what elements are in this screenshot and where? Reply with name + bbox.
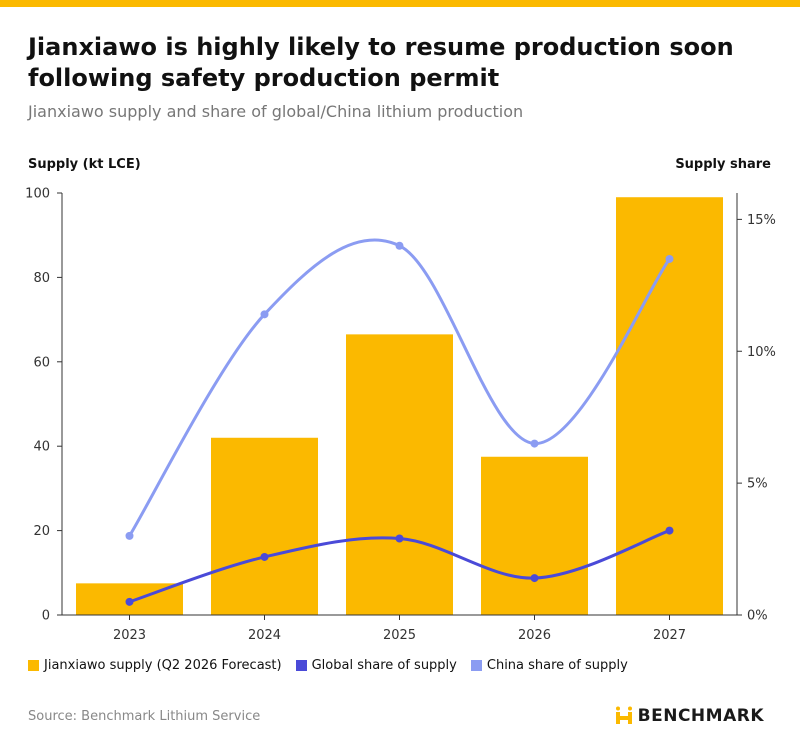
benchmark-logo-icon bbox=[615, 706, 632, 724]
brand-name: BENCHMARK bbox=[637, 706, 764, 726]
left-tick-label: 80 bbox=[33, 271, 50, 286]
x-tick-label-2024: 2024 bbox=[248, 628, 281, 643]
global-share-point-2024 bbox=[260, 552, 269, 561]
chart-title: Jianxiawo is highly likely to resume pro… bbox=[28, 33, 734, 92]
legend-label-china: China share of supply bbox=[486, 658, 628, 673]
legend-label-supply: Jianxiawo supply (Q2 2026 Forecast) bbox=[44, 658, 282, 673]
right-tick-label: 10% bbox=[747, 345, 776, 360]
bar-2024 bbox=[211, 437, 318, 615]
source-note: Source: Benchmark Lithium Service bbox=[28, 709, 261, 724]
chart-subtitle: Jianxiawo supply and share of global/Chi… bbox=[28, 102, 524, 121]
china-share-point-2024 bbox=[260, 310, 269, 319]
right-axis-title: Supply share bbox=[675, 157, 771, 172]
x-tick-label-2026: 2026 bbox=[518, 628, 551, 643]
left-tick-label: 20 bbox=[33, 524, 50, 539]
legend-swatch-china bbox=[470, 660, 482, 671]
china-share-point-2025 bbox=[395, 241, 404, 250]
legend: Jianxiawo supply (Q2 2026 Forecast) Glob… bbox=[28, 658, 642, 673]
global-share-point-2025 bbox=[395, 534, 404, 543]
legend-item-supply: Jianxiawo supply (Q2 2026 Forecast) bbox=[28, 658, 282, 673]
x-tick-label-2027: 2027 bbox=[653, 628, 686, 643]
legend-item-china: China share of supply bbox=[470, 658, 628, 673]
right-tick-label: 15% bbox=[747, 213, 776, 228]
x-tick-label-2023: 2023 bbox=[113, 628, 146, 643]
left-tick-label: 60 bbox=[33, 355, 50, 370]
benchmark-logo: BENCHMARK bbox=[614, 706, 764, 726]
legend-swatch-global bbox=[295, 660, 307, 671]
china-share-point-2026 bbox=[530, 439, 539, 448]
legend-item-global: Global share of supply bbox=[295, 658, 457, 673]
legend-swatch-supply bbox=[28, 660, 39, 671]
global-share-point-2023 bbox=[125, 597, 134, 606]
global-share-point-2026 bbox=[530, 574, 539, 583]
china-share-point-2027 bbox=[665, 254, 674, 263]
left-tick-label: 100 bbox=[25, 187, 50, 202]
global-share-point-2027 bbox=[665, 526, 674, 535]
left-axis-title: Supply (kt LCE) bbox=[28, 157, 141, 172]
left-tick-label: 40 bbox=[33, 440, 50, 455]
top-accent-bar bbox=[0, 0, 800, 7]
chart-plot: 0 20 40 60 80 100 0% 5% 10% 15% 2023 2024 2025 2026 20… bbox=[25, 187, 776, 644]
legend-label-global: Global share of supply bbox=[311, 658, 457, 673]
right-tick-label: 5% bbox=[747, 477, 768, 492]
bar-2025 bbox=[346, 334, 453, 615]
china-share-point-2023 bbox=[125, 531, 134, 540]
x-tick-label-2025: 2025 bbox=[383, 628, 416, 643]
left-tick-label: 0 bbox=[42, 609, 50, 624]
bar-2026 bbox=[481, 456, 588, 615]
right-tick-label: 0% bbox=[747, 609, 768, 624]
